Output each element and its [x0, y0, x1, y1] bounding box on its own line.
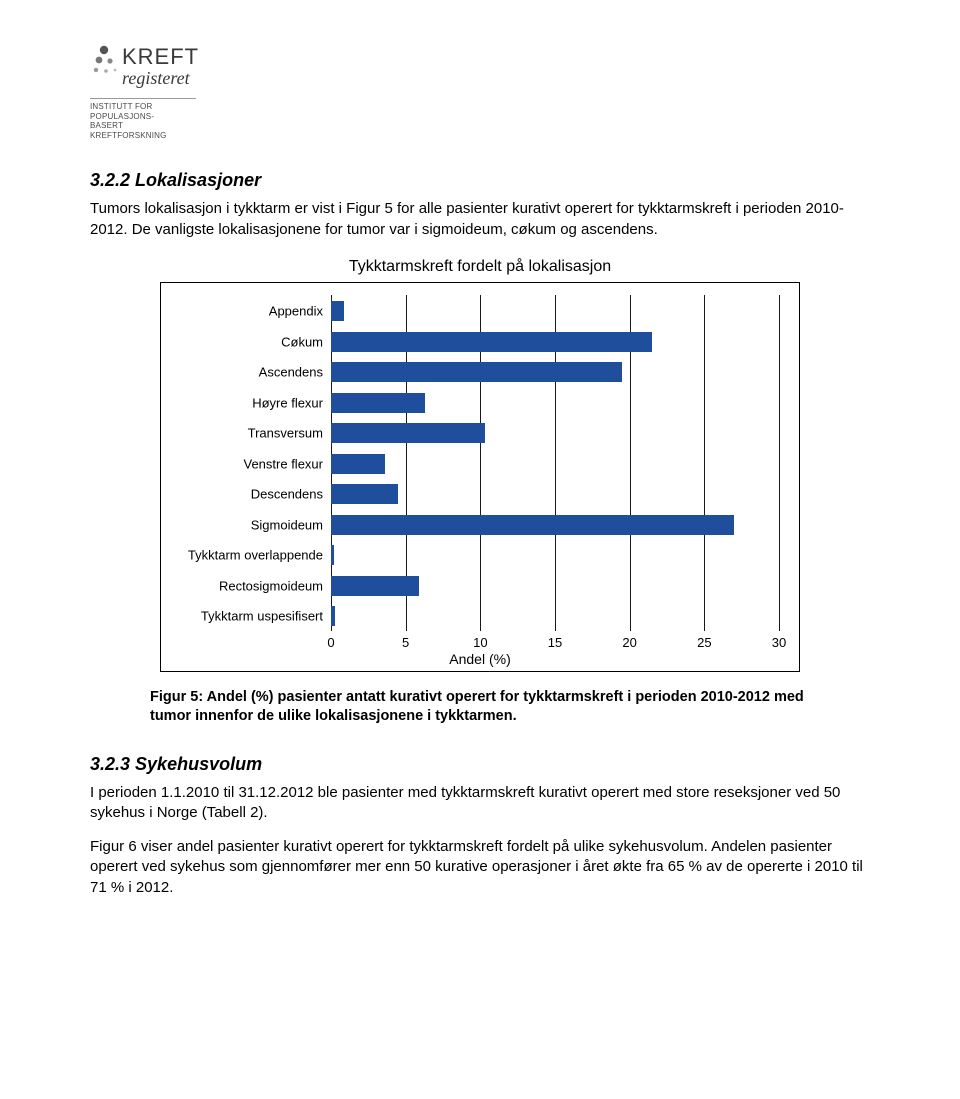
chart-bar — [331, 393, 425, 413]
chart-frame: 051015202530AppendixCøkumAscendensHøyre … — [160, 282, 800, 672]
chart-x-tick-label: 15 — [548, 635, 562, 650]
chart-category-label: Sigmoideum — [163, 517, 331, 532]
chart-bar — [331, 606, 335, 626]
page: KREFT registeret INSTITUTT FOR POPULASJO… — [0, 0, 960, 956]
section2-paragraph1: I perioden 1.1.2010 til 31.12.2012 ble p… — [90, 783, 870, 824]
logo-subtitle: INSTITUTT FOR POPULASJONS- BASERT KREFTF… — [90, 98, 196, 140]
chart-category-label: Venstre flexur — [163, 456, 331, 471]
chart-bar — [331, 423, 485, 443]
chart-bar — [331, 545, 334, 565]
kreftregisteret-logo: KREFT registeret — [90, 40, 220, 94]
section1-paragraph: Tumors lokalisasjon i tykktarm er vist i… — [90, 199, 870, 240]
logo-sub-line1: INSTITUTT FOR POPULASJONS- — [90, 102, 154, 121]
chart-bar — [331, 454, 385, 474]
svg-text:KREFT: KREFT — [122, 44, 199, 69]
chart-x-tick-label: 0 — [327, 635, 334, 650]
section2-paragraph2: Figur 6 viser andel pasienter kurativt o… — [90, 837, 870, 898]
chart-bar-row: Tykktarm uspesifisert — [331, 606, 779, 626]
chart-category-label: Tykktarm overlappende — [163, 548, 331, 563]
chart-category-label: Tykktarm uspesifisert — [163, 609, 331, 624]
chart-bar — [331, 362, 622, 382]
chart-bar-row: Venstre flexur — [331, 454, 779, 474]
chart-x-tick-label: 20 — [622, 635, 636, 650]
chart-plot-area: 051015202530AppendixCøkumAscendensHøyre … — [331, 295, 779, 631]
chart-x-tick-label: 5 — [402, 635, 409, 650]
chart-x-axis-title: Andel (%) — [449, 651, 510, 667]
logo-sub-line2: BASERT KREFTFORSKNING — [90, 121, 167, 140]
chart-category-label: Appendix — [163, 304, 331, 319]
chart-bar-row: Høyre flexur — [331, 393, 779, 413]
chart-category-label: Transversum — [163, 426, 331, 441]
chart-bar-row: Sigmoideum — [331, 515, 779, 535]
chart-x-tick-label: 10 — [473, 635, 487, 650]
chart-bar-row: Rectosigmoideum — [331, 576, 779, 596]
section-heading-sykehusvolum: 3.2.3 Sykehusvolum — [90, 754, 870, 775]
svg-text:registeret: registeret — [122, 68, 191, 88]
section-heading-lokalisasjoner: 3.2.2 Lokalisasjoner — [90, 170, 870, 191]
chart-x-tick-label: 30 — [772, 635, 786, 650]
chart-bar-row: Transversum — [331, 423, 779, 443]
chart-title: Tykktarmskreft fordelt på lokalisasjon — [160, 258, 800, 276]
chart-bar-row: Appendix — [331, 301, 779, 321]
chart-category-label: Descendens — [163, 487, 331, 502]
chart-bar — [331, 301, 344, 321]
chart-bar — [331, 332, 652, 352]
chart-bar-row: Descendens — [331, 484, 779, 504]
chart-category-label: Høyre flexur — [163, 395, 331, 410]
chart-bar — [331, 484, 398, 504]
chart-category-label: Cøkum — [163, 334, 331, 349]
chart-container: Tykktarmskreft fordelt på lokalisasjon 0… — [160, 258, 800, 672]
figure-caption: Figur 5: Andel (%) pasienter antatt kura… — [150, 688, 810, 726]
chart-bar-row: Tykktarm overlappende — [331, 545, 779, 565]
chart-bar-row: Cøkum — [331, 332, 779, 352]
chart-category-label: Ascendens — [163, 365, 331, 380]
chart-category-label: Rectosigmoideum — [163, 578, 331, 593]
chart-x-tick-label: 25 — [697, 635, 711, 650]
chart-bar — [331, 576, 419, 596]
chart-bar-row: Ascendens — [331, 362, 779, 382]
chart-gridline — [779, 295, 780, 631]
logo: KREFT registeret INSTITUTT FOR POPULASJO… — [90, 40, 870, 140]
chart-bar — [331, 515, 734, 535]
